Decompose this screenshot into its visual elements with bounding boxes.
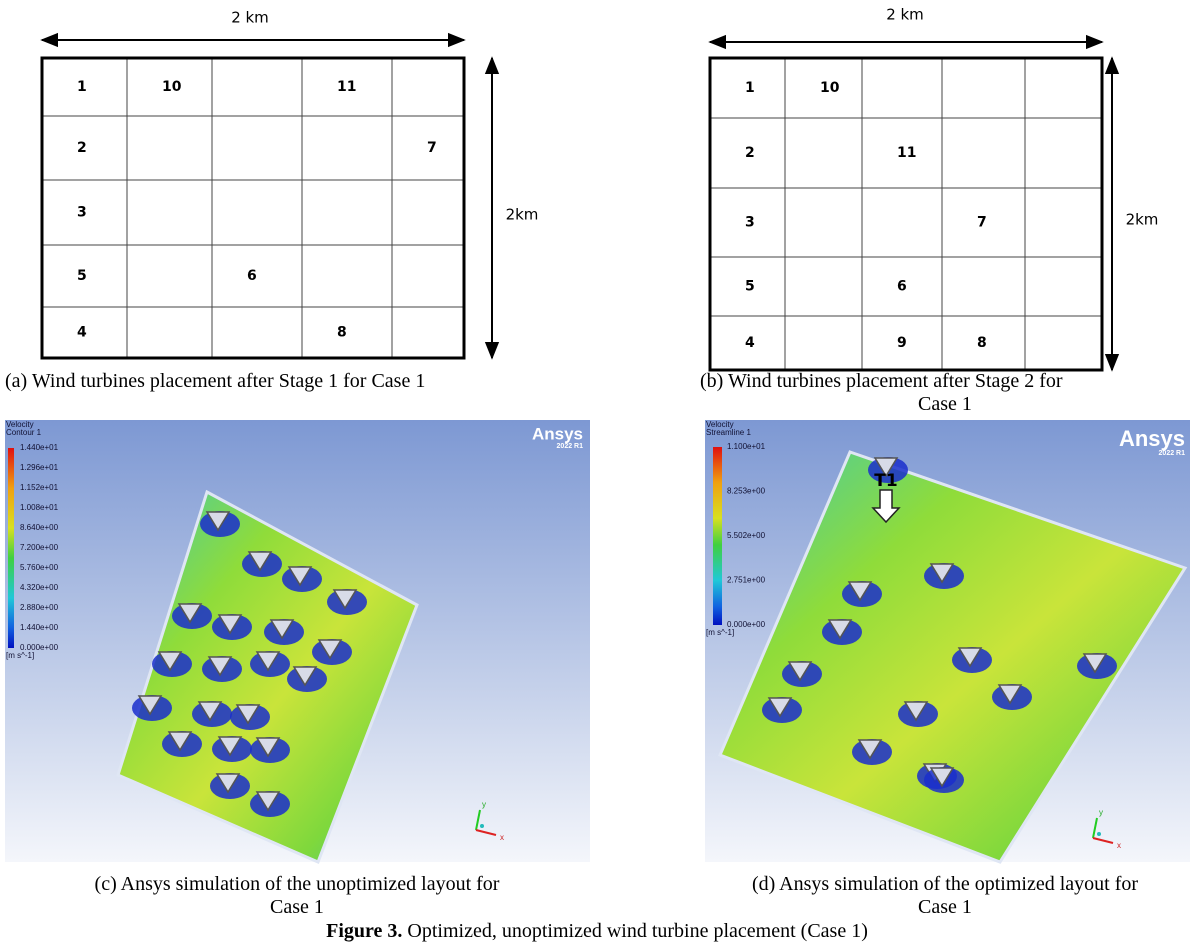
legend-label: 5.502e+00 <box>727 531 766 540</box>
figure-label: Figure 3. <box>326 920 402 942</box>
colorbar <box>713 447 722 625</box>
legend-label: 1.296e+01 <box>20 463 59 472</box>
marker-label: T1 <box>874 471 897 491</box>
turbine-label: 11 <box>897 145 916 161</box>
legend-title: Streamline 1 <box>706 428 751 437</box>
width-label: 2 km <box>886 6 924 24</box>
width-label: 2 km <box>231 9 269 27</box>
legend-title: Contour 1 <box>6 428 42 437</box>
turbine-label: 6 <box>247 268 257 284</box>
page: Figure 3. Optimized, unoptimized wind tu… <box>0 0 1195 946</box>
legend-unit: [m s^-1] <box>706 628 734 637</box>
panel-caption: Case 1 <box>918 896 972 918</box>
turbine-label: 1 <box>745 80 755 96</box>
version: 2022 R1 <box>1159 450 1186 457</box>
axis-label: x <box>500 833 504 842</box>
height-label: 2km <box>506 206 539 224</box>
panel-caption: Case 1 <box>918 393 972 415</box>
legend-label: 4.320e+00 <box>20 583 59 592</box>
panel-caption: Case 1 <box>270 896 324 918</box>
panel-caption: (d) Ansys simulation of the optimized la… <box>752 873 1138 895</box>
logo: Ansys <box>1119 426 1185 451</box>
grid-border <box>710 58 1102 370</box>
turbine-label: 3 <box>77 205 87 221</box>
turbine-label: 11 <box>337 79 356 95</box>
turbine-label: 4 <box>745 335 755 351</box>
figure-text: Optimized, unoptimized wind turbine plac… <box>402 920 867 942</box>
legend-label: 2.880e+00 <box>20 603 59 612</box>
turbine-label: 8 <box>337 325 347 341</box>
figure-caption: Figure 3. Optimized, unoptimized wind tu… <box>326 920 868 942</box>
legend-label: 8.253e+00 <box>727 487 766 496</box>
panel-caption: (c) Ansys simulation of the unoptimized … <box>95 873 500 895</box>
legend-label: 7.200e+00 <box>20 543 59 552</box>
turbine-label: 2 <box>77 140 87 156</box>
panel-caption: (a) Wind turbines placement after Stage … <box>5 370 425 392</box>
turbine-label: 7 <box>977 215 987 231</box>
legend-label: 1.440e+01 <box>20 443 59 452</box>
turbine-label: 7 <box>427 140 437 156</box>
legend-unit: [m s^-1] <box>6 651 34 660</box>
axis-label: y <box>482 800 486 809</box>
turbine-label: 6 <box>897 279 907 295</box>
turbine-label: 9 <box>897 335 907 351</box>
axis-label: x <box>1117 841 1121 850</box>
turbine-label: 10 <box>820 80 840 96</box>
turbine-label: 4 <box>77 325 87 341</box>
turbine-label: 1 <box>77 79 87 95</box>
turbine-label: 8 <box>977 335 987 351</box>
turbine-label: 5 <box>745 279 755 295</box>
panel-caption: (b) Wind turbines placement after Stage … <box>700 370 1063 392</box>
legend-label: 1.008e+01 <box>20 503 59 512</box>
version: 2022 R1 <box>557 443 584 450</box>
turbine-label: 5 <box>77 268 87 284</box>
axis-z <box>1097 832 1101 836</box>
turbine-label: 2 <box>745 145 755 161</box>
colorbar <box>8 448 14 648</box>
axis-label: y <box>1099 808 1103 817</box>
legend-label: 1.100e+01 <box>727 442 766 451</box>
legend-label: 1.440e+00 <box>20 623 59 632</box>
grid-border <box>42 58 464 358</box>
logo: Ansys <box>532 424 583 443</box>
legend-label: 1.152e+01 <box>20 483 59 492</box>
legend-label: 5.760e+00 <box>20 563 59 572</box>
turbine-label: 10 <box>162 79 182 95</box>
legend-label: 8.640e+00 <box>20 523 59 532</box>
figure: Figure 3. Optimized, unoptimized wind tu… <box>0 0 1195 946</box>
axis-z <box>480 824 484 828</box>
turbine-label: 3 <box>745 215 755 231</box>
legend-label: 2.751e+00 <box>727 576 766 585</box>
height-label: 2km <box>1126 211 1159 229</box>
